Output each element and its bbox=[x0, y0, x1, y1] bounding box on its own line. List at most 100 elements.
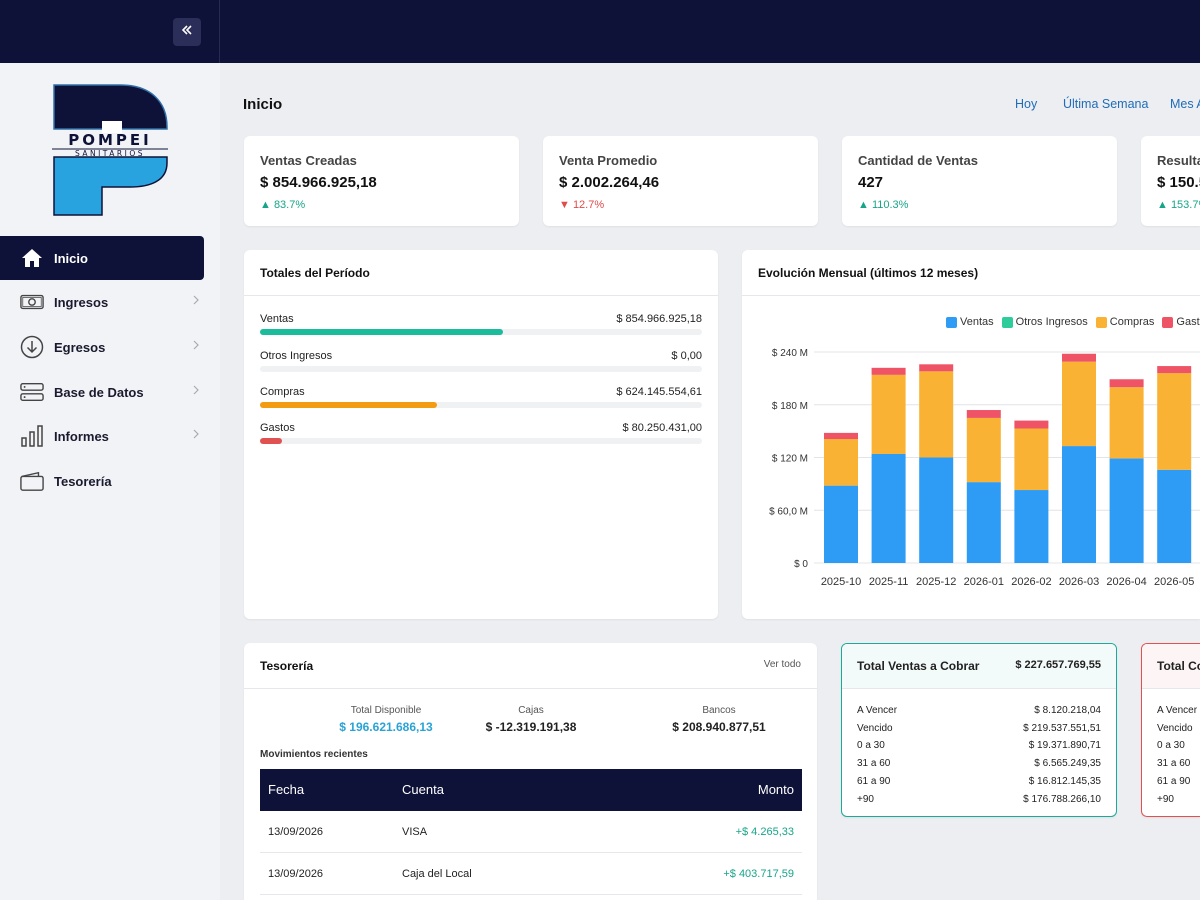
sidebar-item-label: Ingresos bbox=[54, 294, 109, 310]
collapse-sidebar-button[interactable] bbox=[173, 18, 201, 46]
aging-row: 61 a 90 $ 16.812.145,35 bbox=[857, 776, 1101, 793]
table-header: Fecha Cuenta Monto bbox=[260, 769, 802, 811]
column-header-monto[interactable]: Monto bbox=[757, 782, 794, 797]
bar-segment-gastos bbox=[1109, 379, 1144, 388]
bar-segment-gastos bbox=[824, 432, 858, 440]
x-tick-label: 2026-05 bbox=[1154, 576, 1194, 588]
column-header-fecha[interactable]: Fecha bbox=[268, 782, 305, 797]
bar-segment-ventas bbox=[919, 457, 954, 563]
panel-title: Evolución Mensual (últimos 12 meses) bbox=[758, 266, 979, 280]
tesoreria-bancos: Bancos $ 208.940.877,51 bbox=[629, 705, 809, 734]
kpi-card-resultado: Resultad $ 150.5 ▲ 153.7% bbox=[1141, 136, 1200, 226]
sidebar-item-informes[interactable]: Informes bbox=[0, 414, 204, 458]
chevron-right-icon bbox=[190, 384, 202, 396]
pagar-title: Total Co bbox=[1157, 659, 1200, 673]
period-link-hoy[interactable]: Hoy bbox=[1015, 97, 1038, 111]
sidebar-item-inicio[interactable]: Inicio bbox=[0, 236, 204, 280]
wallet-icon bbox=[20, 469, 44, 493]
aging-label: 31 a 60 bbox=[1157, 758, 1191, 769]
sidebar-item-tesoreria[interactable]: Tesorería bbox=[0, 459, 204, 503]
evolucion-chart: $ 0 $ 60,0 M $ 120 M $ 180 M $ 240 M 2025-10 2… bbox=[769, 348, 1200, 588]
table-row[interactable]: 13/09/2026 Caja del Local +$ 403.717,59 bbox=[260, 853, 802, 895]
legend-item-otros-ingresos[interactable]: Otros Ingresos bbox=[1001, 316, 1088, 328]
aging-value: $ 8.120.218,04 bbox=[1034, 705, 1101, 716]
table-row[interactable]: 13/09/2026 VISA +$ 4.265,33 bbox=[260, 811, 802, 853]
x-tick-label: 2026-03 bbox=[1059, 576, 1099, 588]
top-bar-divider bbox=[219, 0, 220, 63]
kpi-value: $ 2.002.264,46 bbox=[559, 174, 660, 191]
bar-segment-compras bbox=[919, 371, 954, 458]
totales-row-label: Ventas bbox=[260, 313, 294, 325]
totales-row-otros-ingresos: Otros Ingresos $ 0,00 bbox=[260, 350, 702, 380]
bar-segment-gastos bbox=[1062, 353, 1096, 362]
tesoreria-total-disponible: Total Disponible $ 196.621.686,13 bbox=[296, 705, 476, 734]
legend-label: Gastos bbox=[1176, 316, 1200, 328]
chevron-right-icon bbox=[190, 339, 202, 351]
aging-label: +90 bbox=[857, 794, 874, 805]
chevron-right-icon bbox=[190, 294, 202, 306]
summary-label: Cajas bbox=[518, 705, 544, 716]
progress-fill bbox=[260, 438, 283, 444]
bar-segment-compras bbox=[824, 439, 858, 486]
cell-monto: +$ 4.265,33 bbox=[735, 826, 794, 838]
home-icon bbox=[20, 246, 44, 270]
x-tick-label: 2025-12 bbox=[916, 576, 956, 588]
x-tick-label: 2025-10 bbox=[821, 576, 861, 588]
sidebar-item-ingresos[interactable]: Ingresos bbox=[0, 280, 204, 324]
bar-segment-ventas bbox=[966, 482, 1001, 563]
kpi-card-cantidad-ventas: Cantidad de Ventas 427 ▲ 110.3% bbox=[842, 136, 1117, 226]
cell-fecha: 13/09/2026 bbox=[268, 826, 324, 838]
sidebar-item-base-de-datos[interactable]: Base de Datos bbox=[0, 370, 204, 414]
bar-segment-ventas bbox=[1014, 490, 1049, 563]
bar-segment-gastos bbox=[1014, 420, 1049, 429]
legend-item-ventas[interactable]: Ventas bbox=[946, 316, 994, 328]
bar-chart-icon bbox=[20, 424, 44, 448]
legend-item-compras[interactable]: Compras bbox=[1095, 316, 1155, 328]
chevron-right-icon bbox=[190, 428, 202, 440]
aging-label: A Vencer bbox=[1157, 705, 1198, 716]
panel-title: Tesorería bbox=[260, 659, 314, 673]
aging-label: 61 a 90 bbox=[857, 776, 891, 787]
y-tick-label: $ 120 M bbox=[772, 454, 808, 465]
aging-value: $ 16.812.145,35 bbox=[1028, 776, 1101, 787]
sidebar-item-label: Informes bbox=[54, 428, 109, 444]
progress-track bbox=[260, 402, 702, 408]
aging-row: Vencido $ 219.537.551,51 bbox=[857, 723, 1101, 740]
x-tick-label: 2026-04 bbox=[1106, 576, 1146, 588]
y-tick-label: $ 60,0 M bbox=[769, 506, 808, 517]
totales-row-value: $ 0,00 bbox=[671, 350, 702, 362]
cobrar-panel: Total Ventas a Cobrar $ 227.657.769,55 A… bbox=[841, 643, 1117, 817]
aging-label: 61 a 90 bbox=[1157, 776, 1191, 787]
column-header-cuenta[interactable]: Cuenta bbox=[402, 782, 444, 797]
totales-row-label: Otros Ingresos bbox=[260, 350, 333, 362]
totales-row-value: $ 80.250.431,00 bbox=[622, 422, 702, 434]
pompei-logo[interactable]: POMPEI SANITARIOS bbox=[50, 83, 170, 218]
aging-label: A Vencer bbox=[857, 705, 898, 716]
summary-value: $ -12.319.191,38 bbox=[485, 720, 577, 734]
progress-fill bbox=[260, 402, 437, 408]
kpi-card-ventas-creadas: Ventas Creadas $ 854.966.925,18 ▲ 83.7% bbox=[244, 136, 519, 226]
legend-swatch bbox=[1162, 316, 1174, 328]
tesoreria-cajas: Cajas $ -12.319.191,38 bbox=[441, 705, 621, 734]
aging-value: $ 219.537.551,51 bbox=[1023, 723, 1101, 734]
bar-segment-gastos bbox=[871, 367, 906, 375]
double-chevron-left-icon bbox=[180, 23, 194, 42]
sidebar-item-egresos[interactable]: Egresos bbox=[0, 325, 204, 369]
legend-label: Compras bbox=[1109, 316, 1155, 328]
cell-monto: +$ 403.717,59 bbox=[723, 868, 794, 880]
kpi-label: Resultad bbox=[1157, 153, 1200, 168]
tesoreria-panel: Tesorería Ver todo Total Disponible $ 19… bbox=[244, 643, 817, 900]
cash-icon bbox=[20, 290, 44, 314]
legend-item-gastos[interactable]: Gastos bbox=[1162, 316, 1200, 328]
svg-text:POMPEI: POMPEI bbox=[68, 131, 152, 149]
sidebar-item-label: Base de Datos bbox=[54, 384, 144, 400]
kpi-label: Venta Promedio bbox=[559, 153, 658, 168]
download-circle-icon bbox=[20, 335, 44, 359]
ver-todo-link[interactable]: Ver todo bbox=[763, 659, 801, 670]
period-link-mes[interactable]: Mes A bbox=[1170, 97, 1200, 111]
kpi-value: $ 150.5 bbox=[1157, 174, 1200, 191]
bar-segment-compras bbox=[1062, 361, 1096, 447]
aging-row: 0 a 30 $ 19.371.890,71 bbox=[857, 740, 1101, 757]
period-link-ultima-semana[interactable]: Última Semana bbox=[1063, 97, 1149, 111]
progress-fill bbox=[260, 329, 504, 335]
